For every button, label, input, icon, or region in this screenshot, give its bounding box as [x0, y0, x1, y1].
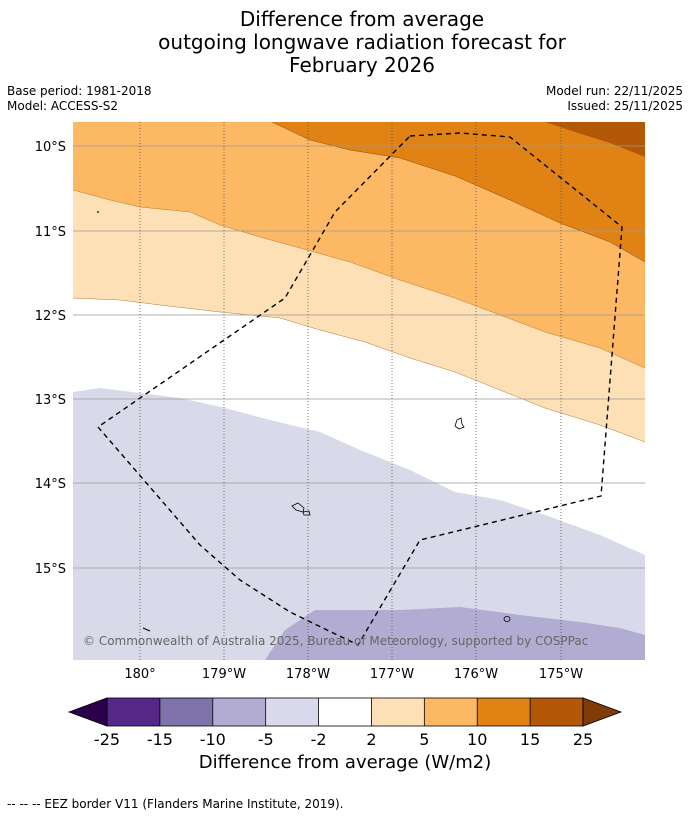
contour-2 — [73, 297, 645, 443]
lon-labels: 180° 179°W 178°W 177°W 176°W 175°W — [124, 667, 583, 682]
issued-date: Issued: 25/11/2025 — [567, 99, 683, 113]
band-minus5-minus2 — [73, 388, 645, 660]
lat-label: 10°S — [35, 140, 66, 155]
colorbar-tick-label: -15 — [147, 730, 173, 749]
base-period: Base period: 1981-2018 — [7, 84, 152, 98]
lat-labels: 10°S 11°S 12°S 13°S 14°S 15°S — [35, 140, 66, 577]
model-run: Model run: 22/11/2025 — [545, 84, 683, 98]
islet-northwest — [97, 211, 99, 213]
colorbar-tick-label: 25 — [573, 730, 593, 749]
colorbar-tick-label: -25 — [94, 730, 120, 749]
title-line-3: February 2026 — [289, 53, 435, 77]
map-plot-area: © Commonwealth of Australia 2025, Bureau… — [73, 122, 645, 660]
lon-label: 178°W — [286, 667, 330, 682]
eez-border — [96, 132, 623, 646]
copyright-text: © Commonwealth of Australia 2025, Bureau… — [83, 634, 588, 648]
colorbar-tick-label: 2 — [366, 730, 376, 749]
island-wallis — [291, 502, 305, 513]
lat-label: 14°S — [35, 477, 66, 492]
lon-label: 179°W — [202, 667, 246, 682]
band-15-25 — [545, 122, 645, 157]
contour-10 — [271, 122, 645, 263]
colorbar-segment — [107, 698, 160, 726]
colorbar-tick-label: 5 — [419, 730, 429, 749]
colorbar: -25 -15 -10 -5 -2 2 5 10 15 25 — [67, 697, 623, 749]
lat-gridlines — [73, 145, 645, 569]
colorbar-segment — [477, 698, 531, 726]
colorbar-tick-label: 10 — [467, 730, 487, 749]
lat-label: 12°S — [35, 309, 66, 324]
colorbar-segment — [530, 698, 583, 726]
islet-southwest — [142, 627, 151, 632]
colorbar-segment — [318, 698, 372, 726]
band-10-15 — [272, 122, 645, 262]
contour-5 — [73, 189, 645, 369]
lon-label: 177°W — [370, 667, 414, 682]
lon-label: 175°W — [539, 667, 583, 682]
model-name: Model: ACCESS-S2 — [7, 99, 119, 113]
meta-right: Model run: 22/11/2025 Issued: 25/11/2025 — [546, 84, 683, 114]
colorbar-tick-label: 15 — [520, 730, 540, 749]
eez-footnote: -- -- -- EEZ border V11 (Flanders Marine… — [7, 797, 344, 811]
colorbar-segment — [265, 698, 319, 726]
band-minus10-minus5 — [265, 607, 645, 660]
colorbar-tick-label: -10 — [200, 730, 226, 749]
lat-label: 15°S — [35, 562, 66, 577]
lat-label: 11°S — [35, 225, 66, 240]
island-southeast — [503, 616, 511, 622]
colorbar-segment — [424, 698, 478, 726]
lon-label: 180° — [124, 667, 155, 682]
colorbar-segment — [371, 698, 425, 726]
island-east — [454, 417, 465, 430]
colorbar-tick-label: -2 — [311, 730, 327, 749]
colorbar-extend-low — [67, 697, 108, 727]
colorbar-tick-label: -5 — [258, 730, 274, 749]
title-line-2: outgoing longwave radiation forecast for — [158, 30, 566, 54]
colorbar-segment — [159, 698, 213, 726]
lon-label: 176°W — [454, 667, 498, 682]
meta-left: Base period: 1981-2018 Model: ACCESS-S2 — [7, 84, 152, 114]
title-line-1: Difference from average — [239, 7, 485, 31]
colorbar-title: Difference from average (W/m2) — [198, 752, 492, 773]
lat-label: 13°S — [35, 393, 66, 408]
colorbar-segment — [212, 698, 266, 726]
islet-wallis — [302, 510, 311, 516]
colorbar-extend-high — [582, 697, 623, 727]
chart-title: Difference from average outgoing longwav… — [0, 8, 690, 77]
